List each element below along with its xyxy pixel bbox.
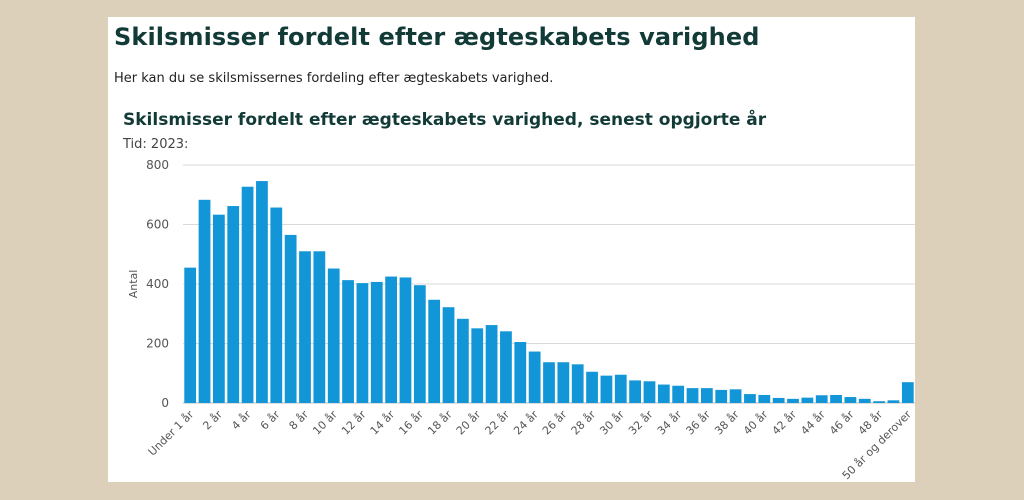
bar bbox=[729, 389, 742, 403]
bar bbox=[485, 325, 498, 403]
bar bbox=[514, 342, 527, 403]
y-tick-label: 400 bbox=[146, 277, 169, 291]
bar bbox=[801, 397, 814, 403]
report-card: Skilsmisser fordelt efter ægteskabets va… bbox=[108, 17, 915, 482]
x-tick-label: 18 år bbox=[425, 408, 455, 438]
chart-title: Skilsmisser fordelt efter ægteskabets va… bbox=[123, 110, 767, 130]
x-tick-label: 44 år bbox=[798, 408, 828, 438]
bar bbox=[672, 385, 685, 403]
bar bbox=[715, 389, 728, 403]
bar bbox=[571, 364, 584, 403]
bar bbox=[614, 374, 627, 403]
time-period-label: Tid: 2023: bbox=[123, 137, 189, 152]
bar bbox=[887, 400, 900, 403]
bar bbox=[270, 207, 283, 403]
bar bbox=[758, 394, 771, 403]
bar bbox=[744, 394, 756, 403]
x-tick-label: 10 år bbox=[310, 408, 340, 438]
bar bbox=[901, 382, 914, 403]
bar bbox=[700, 388, 713, 403]
x-tick-label: 22 år bbox=[483, 408, 513, 438]
bar bbox=[528, 351, 541, 403]
y-tick-label: 600 bbox=[146, 218, 169, 232]
bar bbox=[428, 299, 441, 403]
bar bbox=[256, 181, 268, 403]
bar bbox=[657, 384, 670, 403]
x-tick-label: 32 år bbox=[626, 408, 656, 438]
y-tick-label: 0 bbox=[161, 396, 169, 410]
bar bbox=[858, 398, 871, 403]
x-tick-label: 12 år bbox=[339, 408, 369, 438]
bar bbox=[643, 381, 656, 403]
bar bbox=[327, 268, 340, 403]
x-tick-label: 30 år bbox=[597, 408, 627, 438]
x-tick-label: 24 år bbox=[511, 408, 541, 438]
bar bbox=[543, 362, 555, 403]
x-tick-label: 2 år bbox=[200, 408, 225, 433]
page-title: Skilsmisser fordelt efter ægteskabets va… bbox=[114, 23, 760, 51]
bar-chart: 0 200 400 600 800 Antal Under 1 år 2 år 4 år 6 år… bbox=[127, 158, 915, 482]
bar bbox=[385, 276, 398, 403]
bar bbox=[772, 397, 785, 403]
bar bbox=[342, 280, 354, 403]
x-tick-label: 36 år bbox=[683, 408, 713, 438]
bar bbox=[299, 251, 311, 403]
x-tick-label: 4 år bbox=[229, 408, 254, 433]
bar bbox=[600, 375, 613, 403]
x-tick-label: 26 år bbox=[540, 408, 570, 438]
y-tick-label: 800 bbox=[146, 158, 169, 172]
y-axis-label: Antal bbox=[127, 270, 140, 299]
x-tick-label: 8 år bbox=[287, 408, 312, 433]
bar bbox=[198, 199, 211, 403]
intro-text: Her kan du se skilsmissernes fordeling e… bbox=[114, 71, 554, 86]
bar bbox=[356, 283, 369, 403]
x-tick-label: 6 år bbox=[258, 408, 283, 433]
bar bbox=[686, 388, 699, 403]
bar bbox=[586, 371, 598, 403]
bar bbox=[212, 214, 225, 403]
bar bbox=[815, 395, 828, 403]
bar bbox=[241, 186, 254, 403]
bar bbox=[471, 328, 484, 403]
bar bbox=[456, 318, 469, 403]
bar bbox=[787, 398, 799, 403]
x-tick-label: 46 år bbox=[827, 408, 857, 438]
x-tick-label: 28 år bbox=[569, 408, 599, 438]
x-tick-label: 42 år bbox=[770, 408, 800, 438]
y-tick-label: 200 bbox=[146, 337, 169, 351]
bar bbox=[313, 251, 326, 403]
x-tick-label: 34 år bbox=[655, 408, 685, 438]
x-tick-label: 20 år bbox=[454, 408, 484, 438]
bar bbox=[500, 331, 512, 403]
bar bbox=[830, 394, 842, 403]
x-tick-label: Under 1 år bbox=[146, 408, 197, 459]
x-tick-label: 16 år bbox=[396, 408, 426, 438]
bar bbox=[184, 267, 197, 403]
x-tick-label: 40 år bbox=[741, 408, 771, 438]
x-tick-label: 14 år bbox=[368, 408, 398, 438]
bar bbox=[399, 277, 412, 403]
bar bbox=[442, 307, 455, 403]
bar bbox=[844, 397, 857, 403]
bar bbox=[413, 285, 426, 403]
bar bbox=[873, 401, 886, 403]
x-tick-label: 38 år bbox=[712, 408, 742, 438]
bar bbox=[557, 362, 570, 403]
bar bbox=[370, 281, 383, 403]
bar bbox=[284, 234, 297, 403]
bar bbox=[629, 380, 642, 403]
bar bbox=[227, 206, 240, 403]
